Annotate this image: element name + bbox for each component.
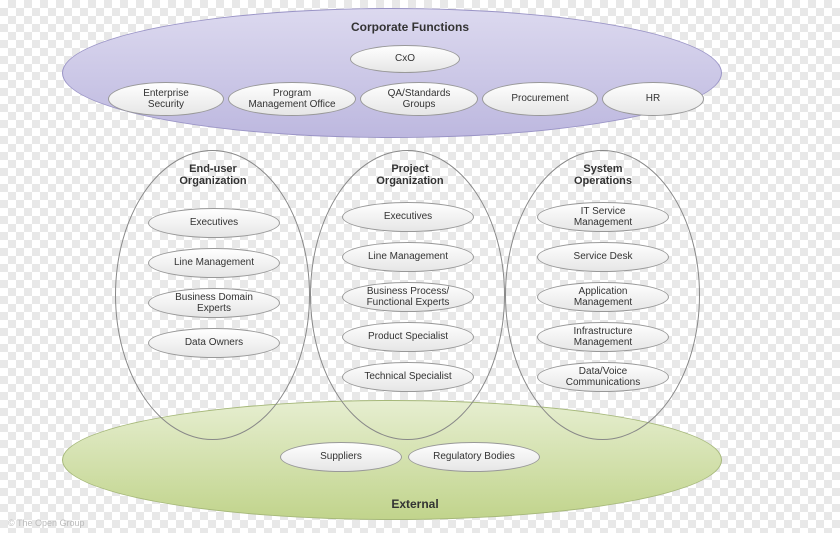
ent-sec: EnterpriseSecurity xyxy=(108,82,224,116)
suppliers: Suppliers xyxy=(280,442,402,472)
po-line-mgmt: Line Management xyxy=(342,242,474,272)
so-app-mgmt: ApplicationManagement xyxy=(537,282,669,312)
qa-std: QA/StandardsGroups xyxy=(360,82,478,116)
so-dv-comms: Data/VoiceCommunications xyxy=(537,362,669,392)
reg-bodies: Regulatory Bodies xyxy=(408,442,540,472)
eu-executives: Executives xyxy=(148,208,280,238)
end-user-org-title: End-userOrganization xyxy=(158,163,268,187)
so-service-desk: Service Desk xyxy=(537,242,669,272)
hr: HR xyxy=(602,82,704,116)
po-bpfe: Business Process/Functional Experts xyxy=(342,282,474,312)
external-title: External xyxy=(370,497,460,511)
eu-data-owners: Data Owners xyxy=(148,328,280,358)
copyright-text: © The Open Group xyxy=(8,518,85,528)
eu-line-mgmt: Line Management xyxy=(148,248,280,278)
diagram-canvas: Corporate Functions External End-userOrg… xyxy=(0,0,840,533)
system-ops-title: SystemOperations xyxy=(548,163,658,187)
so-infra-mgmt: InfrastructureManagement xyxy=(537,322,669,352)
cxo: CxO xyxy=(350,45,460,73)
po-product-spec: Product Specialist xyxy=(342,322,474,352)
eu-bde: Business DomainExperts xyxy=(148,288,280,318)
procurement: Procurement xyxy=(482,82,598,116)
corporate-functions-title: Corporate Functions xyxy=(330,20,490,34)
po-tech-spec: Technical Specialist xyxy=(342,362,474,392)
so-itsm: IT ServiceManagement xyxy=(537,202,669,232)
po-executives: Executives xyxy=(342,202,474,232)
project-org-title: ProjectOrganization xyxy=(355,163,465,187)
pmo: ProgramManagement Office xyxy=(228,82,356,116)
